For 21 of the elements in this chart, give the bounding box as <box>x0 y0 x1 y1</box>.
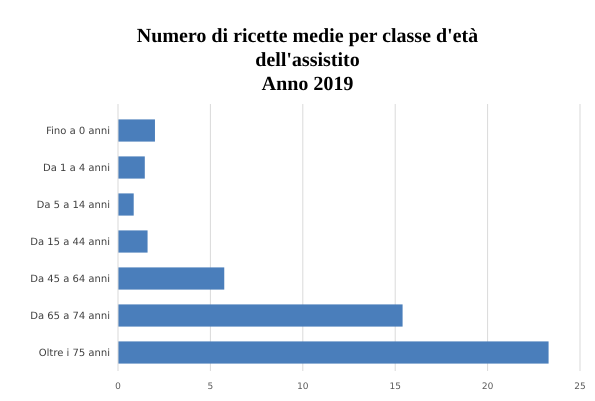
x-tick-label: 15 <box>389 382 401 392</box>
y-tick-label: Da 5 a 14 anni <box>36 200 110 211</box>
y-tick-label: Fino a 0 anni <box>46 126 110 137</box>
bar <box>118 304 403 327</box>
bar <box>118 156 145 179</box>
bar <box>118 230 148 253</box>
bar <box>118 341 549 364</box>
y-tick-label: Da 65 a 74 anni <box>30 311 110 322</box>
x-tick-label: 20 <box>482 382 494 392</box>
x-tick-label: 10 <box>297 382 309 392</box>
bar <box>118 267 224 290</box>
y-tick-label: Da 1 a 4 anni <box>43 163 110 174</box>
bar <box>118 119 155 142</box>
x-tick-label: 25 <box>574 382 586 392</box>
x-tick-label: 0 <box>115 382 122 392</box>
bar <box>118 193 134 216</box>
y-tick-label: Oltre i 75 anni <box>38 348 110 359</box>
chart-title: Numero di ricette medie per classe d'età dell'assistito Anno 2019 <box>136 25 478 95</box>
y-tick-label: Da 45 a 64 anni <box>30 274 110 285</box>
x-tick-label: 5 <box>208 382 214 392</box>
y-tick-label: Da 15 a 44 anni <box>30 237 110 248</box>
